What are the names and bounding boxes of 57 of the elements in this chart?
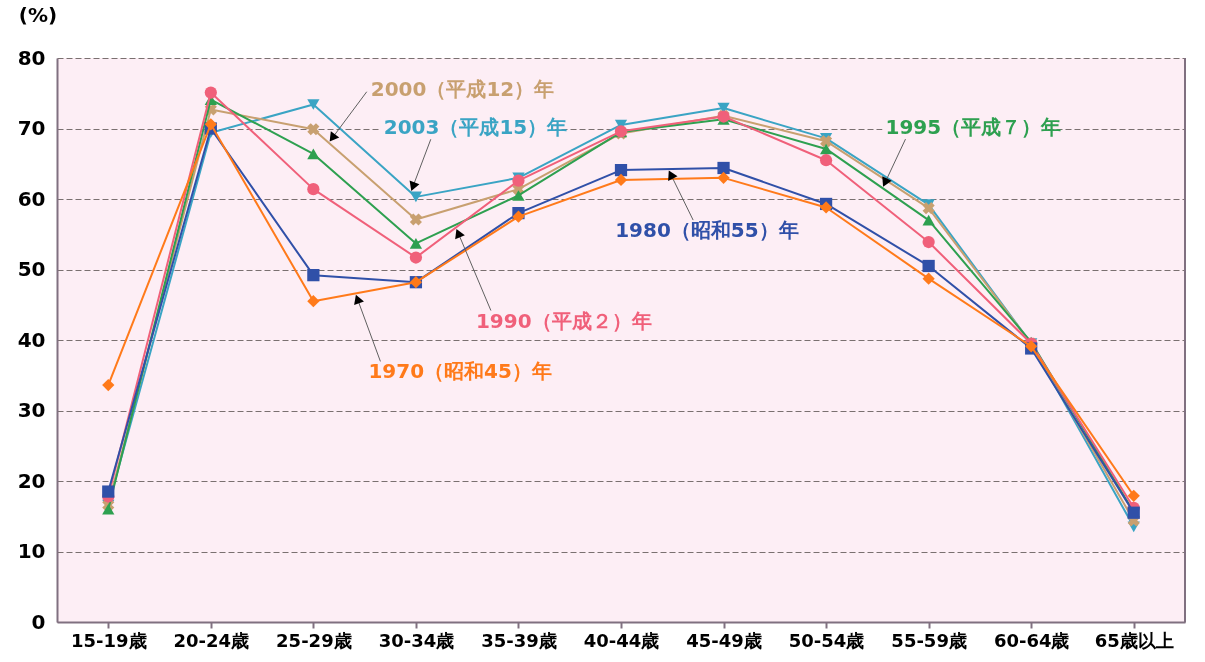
point (819, 201, 833, 214)
x-tick-label: 20-24歳 (173, 629, 250, 651)
y-tick-label: 40 (17, 327, 46, 352)
point (204, 86, 217, 99)
point (409, 191, 423, 203)
point (307, 148, 320, 160)
point (204, 118, 217, 131)
x-tick-label: 60-64歳 (993, 629, 1070, 651)
point (409, 251, 423, 264)
x-tick-label: 45-49歳 (686, 629, 762, 651)
point (717, 171, 730, 184)
point (922, 202, 935, 215)
x-tick-label: 65歳以上 (1094, 629, 1174, 651)
text: 1970（昭和45）年 (368, 359, 552, 384)
point (102, 503, 115, 515)
point (614, 163, 628, 177)
y-tick-label: 80 (17, 45, 46, 70)
point (922, 235, 935, 249)
text: 1995（平成７）年 (885, 115, 1062, 140)
series-label: 1980（昭和55）年 (615, 218, 799, 243)
x-tick-label: 55-59歳 (891, 629, 967, 651)
y-axis-title: (%) (18, 3, 58, 27)
y-tick-label: 60 (17, 186, 46, 211)
y-tick-label: 0 (31, 609, 46, 634)
y-tick-label: 10 (17, 539, 46, 563)
y-tick-label: 20 (17, 468, 46, 493)
point (614, 173, 628, 187)
point (512, 190, 525, 201)
x-tick-label: 15-19歳 (70, 629, 147, 651)
x-tick-label: 25-29歳 (276, 629, 352, 651)
point (819, 154, 833, 167)
text: 1990（平成２）年 (475, 308, 652, 333)
point (819, 143, 833, 155)
point (102, 485, 115, 498)
point (307, 183, 320, 196)
point (307, 295, 320, 308)
point (922, 272, 935, 285)
point (820, 135, 833, 148)
x-tick-label: 40-44歳 (583, 629, 660, 651)
point (409, 213, 422, 226)
y-tick-label: 30 (17, 398, 46, 422)
point (102, 379, 115, 392)
x-tick-label: 30-34歳 (378, 629, 455, 651)
y-tick-label: 50 (17, 257, 46, 281)
point (409, 238, 423, 249)
point (922, 214, 935, 226)
y-tick-label: 70 (17, 116, 46, 140)
series-label: 2003（平成15）年 (383, 115, 568, 140)
x-tick-label: 50-54歳 (788, 629, 865, 651)
point (307, 123, 320, 136)
point (922, 259, 935, 273)
point (307, 99, 320, 110)
point (307, 269, 320, 282)
point (717, 161, 730, 175)
x-tick-label: 35-39歳 (481, 629, 557, 651)
text: 2000（平成12）年 (370, 76, 555, 101)
point (1127, 489, 1140, 502)
